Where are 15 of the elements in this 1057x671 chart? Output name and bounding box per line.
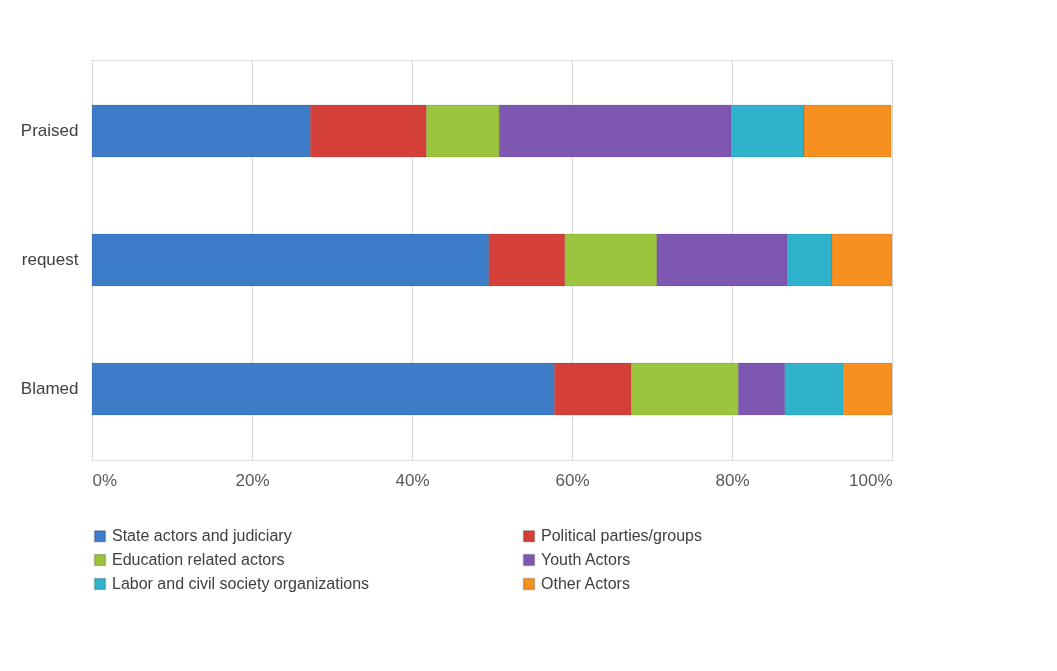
legend-label: Youth Actors xyxy=(541,551,631,568)
legend-label: Education related actors xyxy=(112,551,285,568)
y-tick-label: Praised xyxy=(20,120,79,140)
y-tick-label: Blamed xyxy=(20,379,79,399)
x-tick-label: 0% xyxy=(92,470,118,490)
legend-label: Political parties/groups xyxy=(541,527,702,545)
x-tick-label: 40% xyxy=(395,470,430,490)
y-tick-label: request xyxy=(21,250,79,269)
x-tick-label: 80% xyxy=(715,470,750,490)
legend-label: Labor and civil society organizations xyxy=(112,575,370,592)
x-tick-label: 20% xyxy=(235,470,270,490)
legend-label: Other Actors xyxy=(541,575,630,592)
legend-label: State actors and judiciary xyxy=(112,527,292,545)
x-tick-label: 60% xyxy=(555,470,590,490)
x-tick-label: 100% xyxy=(849,470,893,490)
